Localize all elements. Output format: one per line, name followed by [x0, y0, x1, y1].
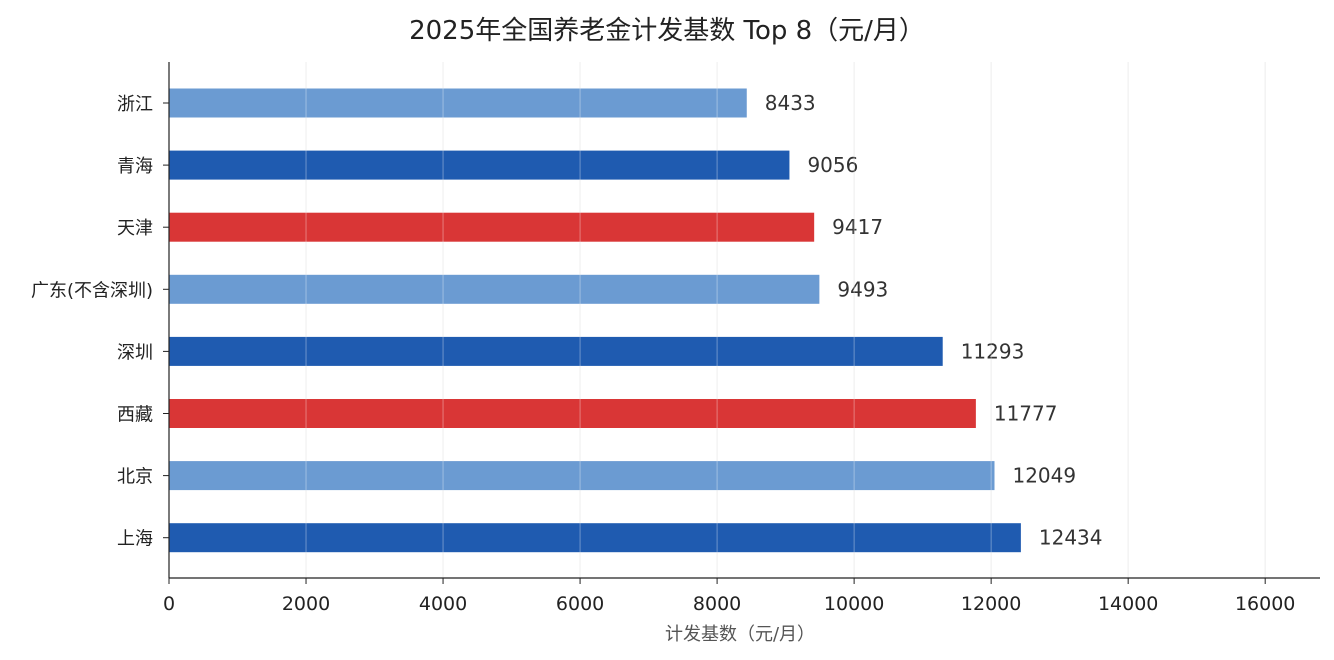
data-label-2: 9417: [832, 215, 883, 239]
x-tick-label-3: 6000: [556, 593, 604, 615]
bar-2: [169, 212, 815, 242]
bar-4: [169, 336, 943, 366]
bar-3: [169, 274, 820, 304]
data-label-1: 9056: [807, 153, 858, 177]
x-tick-label-7: 14000: [1098, 593, 1158, 615]
bars: [169, 88, 1021, 553]
chart-title: 2025年全国养老金计发基数 Top 8（元/月）: [409, 16, 925, 46]
bar-1: [169, 150, 790, 180]
x-tick-label-2: 4000: [419, 593, 467, 615]
x-tick-label-4: 8000: [693, 593, 741, 615]
data-labels: 8433 9056 9417 9493 11293 11777 12049 12434: [305, 62, 1266, 578]
x-tick-label-5: 10000: [824, 593, 884, 615]
x-tick-label-0: 0: [163, 593, 175, 615]
x-tick-label-8: 16000: [1235, 593, 1295, 615]
bar-6: [169, 461, 995, 491]
data-label-3: 9493: [837, 277, 888, 301]
x-tick-label-1: 2000: [282, 593, 330, 615]
x-axis-label: 计发基数（元/月）: [665, 624, 815, 645]
y-tick-label-3: 广东(不含深圳): [31, 280, 153, 301]
y-tick-label-4: 深圳: [117, 342, 153, 363]
data-label-5: 11777: [994, 402, 1058, 426]
bar-7: [169, 523, 1021, 553]
data-label-0: 8433: [765, 91, 816, 115]
y-tick-label-2: 天津: [117, 218, 153, 239]
y-tick-label-5: 西藏: [117, 405, 153, 426]
y-tick-label-7: 上海: [117, 529, 153, 550]
data-label-6: 12049: [1012, 464, 1076, 488]
y-tick-label-1: 青海: [117, 156, 153, 177]
x-tick-label-6: 12000: [961, 593, 1021, 615]
y-tick-label-0: 浙江: [117, 94, 153, 115]
y-tick-label-6: 北京: [117, 467, 153, 488]
data-label-7: 12434: [1039, 526, 1103, 550]
data-label-4: 11293: [961, 339, 1025, 363]
bar-0: [169, 88, 747, 118]
bar-5: [169, 399, 976, 428]
